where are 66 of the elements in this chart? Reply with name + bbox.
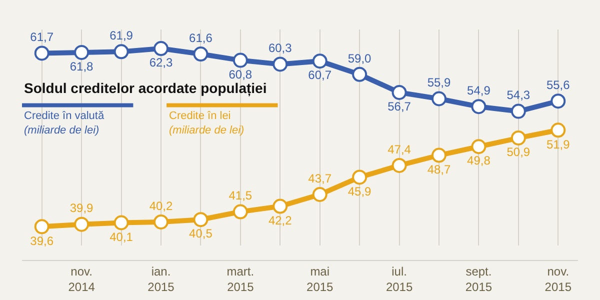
data-label: 43,7	[308, 171, 332, 186]
data-label: 47,4	[388, 142, 412, 156]
point	[432, 148, 446, 163]
data-label: 54,9	[467, 83, 491, 98]
point	[392, 84, 407, 100]
point	[352, 170, 368, 185]
data-label: 40,2	[149, 198, 173, 213]
data-label: 60,8	[228, 67, 252, 82]
point	[114, 215, 129, 230]
point	[312, 187, 328, 202]
data-label: 61,9	[110, 28, 134, 43]
x-tick-label: mart. 2015	[226, 264, 254, 294]
point	[232, 204, 248, 220]
data-label: 55,6	[546, 78, 570, 92]
point	[550, 122, 566, 138]
text: Credite în lei (miliarde de lei)	[169, 110, 245, 136]
data-label: 39,6	[30, 234, 54, 248]
data-label: 60,3	[268, 41, 292, 56]
data-label: 61,6	[189, 30, 213, 45]
point	[392, 158, 407, 173]
point	[193, 212, 208, 228]
point	[510, 104, 526, 119]
x-tick-label: nov. 2015	[544, 264, 572, 294]
point	[272, 198, 288, 214]
point	[471, 99, 486, 114]
data-label: 62,3	[149, 56, 173, 70]
point	[272, 56, 288, 72]
point	[74, 44, 90, 60]
point	[232, 52, 248, 68]
data-label: 45,9	[348, 184, 372, 198]
data-label: 42,2	[268, 213, 292, 228]
data-label: 40,1	[110, 230, 134, 244]
point	[510, 130, 526, 146]
data-label: 40,5	[189, 226, 213, 241]
data-label: 48,7	[427, 162, 451, 176]
data-label: 61,7	[30, 30, 54, 44]
data-label: 51,9	[546, 137, 570, 152]
legend-title: Soldul creditelor acordate populației	[24, 80, 267, 97]
point	[74, 216, 90, 232]
data-label: 39,9	[70, 201, 94, 216]
point	[471, 139, 486, 154]
data-label: 61,8	[70, 60, 94, 74]
text: Credite în valută (miliarde de lei)	[24, 110, 105, 136]
x-tick-label: nov. 2014	[68, 264, 96, 294]
data-label: 59,0	[348, 51, 372, 66]
data-label: 50,9	[506, 145, 530, 160]
x-tick-label: mai 2015	[306, 264, 334, 294]
point	[34, 46, 50, 61]
data-label: 41,5	[228, 188, 252, 203]
data-label: 49,8	[467, 154, 491, 168]
point	[154, 214, 168, 230]
point	[550, 94, 566, 109]
point	[352, 66, 368, 82]
point	[193, 46, 208, 62]
data-label: 56,7	[388, 100, 412, 114]
x-tick-label: ian. 2015	[148, 264, 175, 294]
point	[432, 91, 446, 106]
data-label: 54,3	[506, 88, 530, 102]
point	[114, 44, 129, 60]
x-tick-label: sept. 2015	[465, 264, 492, 294]
data-label: 55,9	[427, 76, 451, 90]
point	[154, 41, 168, 56]
point	[312, 54, 328, 69]
point	[34, 219, 50, 234]
data-label: 60,7	[308, 68, 332, 82]
x-tick-label: iul. 2015	[386, 264, 413, 294]
